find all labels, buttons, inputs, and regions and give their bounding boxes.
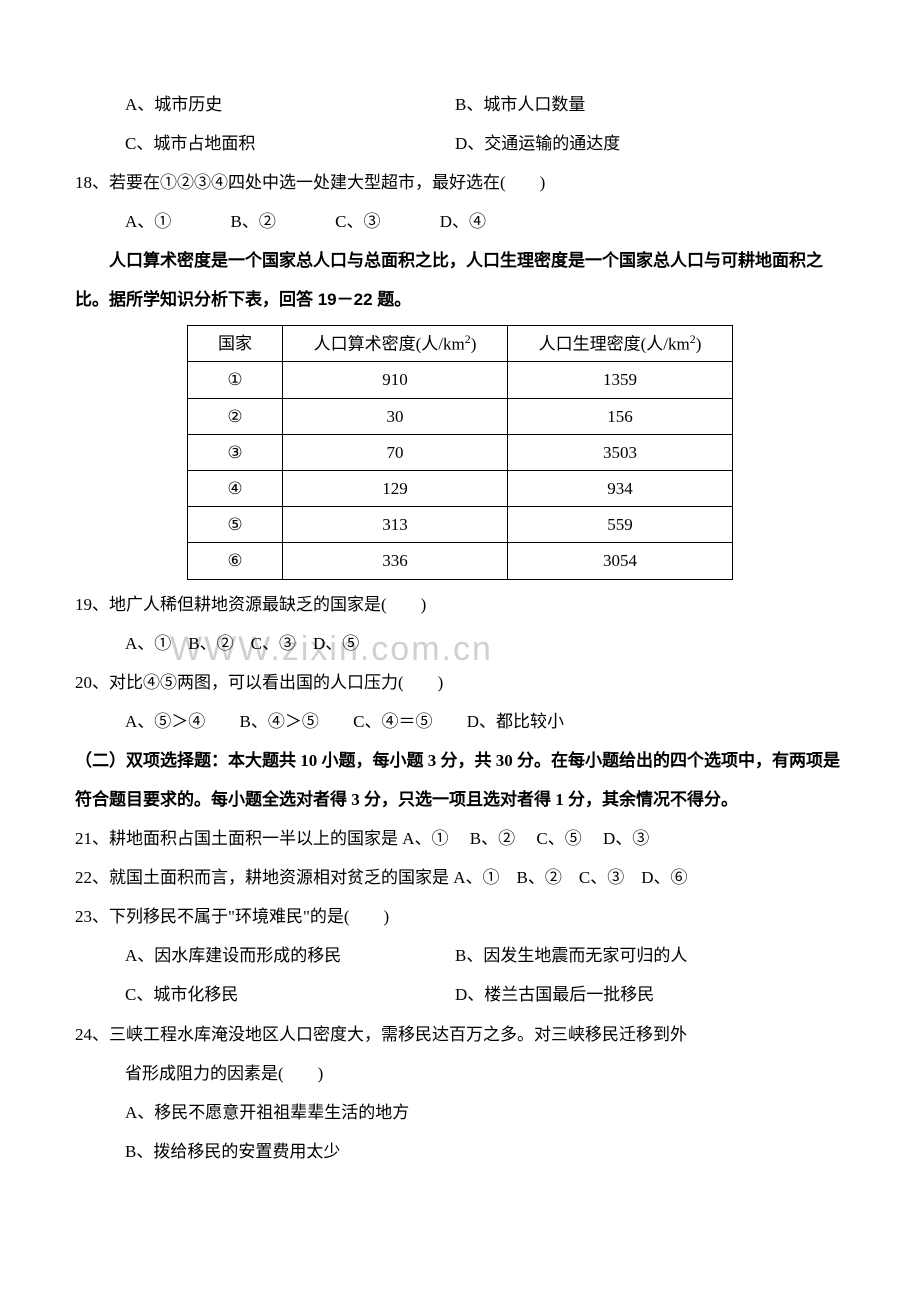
q19-text: 19、地广人稀但耕地资源最缺乏的国家是( ) [75,585,845,624]
cell: 559 [508,507,733,543]
cell: 3054 [508,543,733,579]
q18-opt-d: D、④ [440,212,486,231]
q18-opt-a: A、① [125,212,171,231]
document-content: A、城市历史 B、城市人口数量 C、城市占地面积 D、交通运输的通达度 18、若… [75,85,845,1171]
cell: ④ [188,470,283,506]
q23-opt-d: D、楼兰古国最后一批移民 [455,975,654,1014]
cell: ⑥ [188,543,283,579]
h2-pre: 人口算术密度(人/km [314,334,465,353]
q24-opt-b: B、拨给移民的安置费用太少 [75,1132,845,1171]
q23-text: 23、下列移民不属于"环境难民"的是( ) [75,897,845,936]
cell: 934 [508,470,733,506]
density-table-wrap: 国家 人口算术密度(人/km2) 人口生理密度(人/km2) ① 910 135… [75,325,845,580]
q18-opt-c: C、③ [335,212,380,231]
cell: 336 [283,543,508,579]
cell: 3503 [508,434,733,470]
table-row: ⑤ 313 559 [188,507,733,543]
cell: 129 [283,470,508,506]
q17-opt-b: B、城市人口数量 [455,85,585,124]
cell: 1359 [508,362,733,398]
q21: 21、耕地面积占国土面积一半以上的国家是 A、① B、② C、⑤ D、③ [75,819,845,858]
q23-options-row2: C、城市化移民 D、楼兰古国最后一批移民 [75,975,845,1014]
h3-post: ) [696,334,702,353]
table-row: ④ 129 934 [188,470,733,506]
q24-line2: 省形成阻力的因素是( ) [75,1054,845,1093]
cell: 70 [283,434,508,470]
q17-options-row2: C、城市占地面积 D、交通运输的通达度 [75,124,845,163]
q20-opt-b: B、④＞⑤ [240,712,319,731]
q20-opt-a: A、⑤＞④ [125,712,205,731]
density-table: 国家 人口算术密度(人/km2) 人口生理密度(人/km2) ① 910 135… [187,325,733,580]
table-row: ① 910 1359 [188,362,733,398]
q20-text: 20、对比④⑤两图，可以看出国的人口压力( ) [75,663,845,702]
q23-options-row1: A、因水库建设而形成的移民 B、因发生地震而无家可归的人 [75,936,845,975]
q24-opt-a: A、移民不愿意开祖祖辈辈生活的地方 [75,1093,845,1132]
q23-opt-a: A、因水库建设而形成的移民 [125,936,455,975]
table-row: ⑥ 336 3054 [188,543,733,579]
header-arith-density: 人口算术密度(人/km2) [283,325,508,362]
q18-text: 18、若要在①②③④四处中选一处建大型超市，最好选在( ) [75,163,845,202]
q18-opt-b: B、② [231,212,276,231]
q22: 22、就国土面积而言，耕地资源相对贫乏的国家是 A、① B、② C、③ D、⑥ [75,858,845,897]
cell: 30 [283,398,508,434]
table-header-row: 国家 人口算术密度(人/km2) 人口生理密度(人/km2) [188,325,733,362]
header-phys-density: 人口生理密度(人/km2) [508,325,733,362]
q19-options: A、① B、② C、③ D、⑤ [75,624,845,663]
cell: 313 [283,507,508,543]
q23-opt-b: B、因发生地震而无家可归的人 [455,936,687,975]
q20-opt-d: D、都比较小 [467,712,564,731]
table-intro: 人口算术密度是一个国家总人口与总面积之比，人口生理密度是一个国家总人口与可耕地面… [75,241,845,319]
section2-title: （二）双项选择题： [75,751,228,770]
q20-options: A、⑤＞④ B、④＞⑤ C、④＝⑤ D、都比较小 [75,702,845,741]
q20-opt-c: C、④＝⑤ [353,712,432,731]
intro-text: 人口算术密度是一个国家总人口与总面积之比，人口生理密度是一个国家总人口与可耕地面… [75,251,823,309]
header-country: 国家 [188,325,283,362]
q17-opt-a: A、城市历史 [125,85,455,124]
h2-post: ) [471,334,477,353]
cell: ② [188,398,283,434]
q17-opt-c: C、城市占地面积 [125,124,455,163]
cell: ① [188,362,283,398]
q24-line1: 24、三峡工程水库淹没地区人口密度大，需移民达百万之多。对三峡移民迁移到外 [75,1015,845,1054]
cell: 156 [508,398,733,434]
q17-options-row1: A、城市历史 B、城市人口数量 [75,85,845,124]
cell: ③ [188,434,283,470]
table-row: ③ 70 3503 [188,434,733,470]
q18-options: A、① B、② C、③ D、④ [75,202,845,241]
table-row: ② 30 156 [188,398,733,434]
cell: ⑤ [188,507,283,543]
cell: 910 [283,362,508,398]
h3-pre: 人口生理密度(人/km [539,334,690,353]
section2-header: （二）双项选择题：本大题共 10 小题，每小题 3 分，共 30 分。在每小题给… [75,741,845,819]
q23-opt-c: C、城市化移民 [125,975,455,1014]
q17-opt-d: D、交通运输的通达度 [455,124,620,163]
